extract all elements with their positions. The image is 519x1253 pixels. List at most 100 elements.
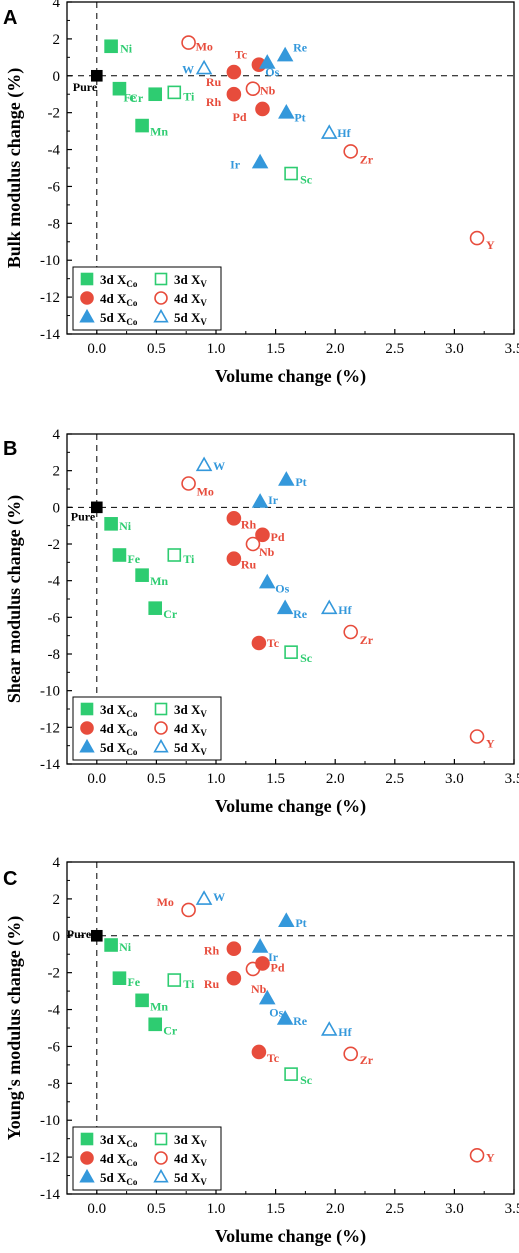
legend-marker (79, 738, 95, 753)
data-point-ru (226, 970, 242, 986)
data-point-ni (104, 39, 118, 54)
y-tick-label: -8 (48, 1076, 61, 1092)
y-tick-label: 0 (53, 69, 61, 85)
data-label-ti: Ti (183, 552, 195, 566)
x-axis-title: Volume change (%) (215, 1226, 366, 1247)
data-point-rh (226, 511, 242, 526)
legend-label: 4d XCo (100, 291, 138, 308)
legend-x-symbol: X (114, 1151, 127, 1166)
legend-x-symbol: X (188, 1170, 201, 1185)
legend-subscript: V (200, 1158, 207, 1168)
legend-subscript: Co (126, 1158, 137, 1168)
data-label-rh: Rh (204, 944, 220, 958)
x-tick-label: 0.0 (87, 771, 106, 787)
data-label-ru: Ru (204, 977, 220, 991)
x-axis-title: Volume change (%) (215, 796, 366, 817)
legend-period: 5d (100, 310, 115, 325)
x-tick-label: 3.5 (505, 341, 519, 357)
data-point-zr (343, 624, 358, 640)
legend-marker (154, 291, 168, 305)
x-tick-label: 0.5 (147, 771, 166, 787)
data-point-sc (284, 166, 298, 181)
data-point-hf (320, 124, 338, 139)
x-tick-label: 1.0 (207, 341, 226, 357)
data-label-ti: Ti (183, 977, 195, 991)
data-point-hf (320, 599, 338, 615)
y-tick-label: -10 (40, 1113, 60, 1129)
legend-marker (80, 291, 94, 305)
legend-subscript: Co (126, 279, 137, 289)
data-point-pt (278, 471, 295, 486)
data-point-w (195, 59, 213, 75)
data-point-ti (167, 85, 182, 100)
data-label-fe: Fe (123, 91, 136, 105)
legend-label: 4d XV (174, 1151, 207, 1168)
data-point-mo (181, 35, 196, 50)
legend-subscript: V (200, 317, 207, 327)
legend-label: 5d XCo (100, 740, 138, 757)
data-point-re (276, 1010, 294, 1025)
data-point-rh (226, 941, 242, 956)
data-point-ti (167, 548, 182, 562)
legend-label: 4d XV (174, 291, 207, 308)
x-tick-label: 2.5 (385, 1201, 404, 1217)
y-tick-label: -14 (40, 1187, 60, 1203)
data-label-os: Os (269, 1005, 283, 1019)
data-point-mn (135, 993, 149, 1008)
data-point-nb (245, 536, 261, 552)
legend-label: 4d XV (174, 721, 207, 738)
legend-label: 3d XCo (100, 702, 138, 719)
data-point-sc (284, 1067, 298, 1081)
legend-period: 3d (174, 1132, 189, 1147)
data-point-re (276, 46, 294, 62)
data-label-pt: Pt (295, 475, 306, 489)
data-point-ru (226, 551, 242, 566)
legend-period: 3d (100, 702, 115, 717)
data-label-mn: Mn (150, 574, 168, 588)
y-tick-label: 0 (53, 929, 61, 945)
legend-x-symbol: X (114, 1132, 127, 1147)
data-label-pt: Pt (294, 111, 305, 125)
legend-x-symbol: X (188, 702, 201, 717)
y-tick-label: -12 (40, 290, 60, 306)
legend-marker (154, 702, 168, 716)
data-label-hf: Hf (338, 603, 352, 617)
legend-marker (80, 721, 94, 735)
x-tick-label: 0.0 (87, 341, 106, 357)
legend-subscript: V (200, 298, 207, 308)
x-tick-label: 1.0 (207, 771, 226, 787)
data-point-pure (91, 69, 103, 82)
data-label-ni: Ni (119, 940, 132, 954)
x-tick-label: 2.0 (326, 341, 345, 357)
data-label-cr: Cr (129, 91, 144, 105)
legend-period: 3d (174, 272, 189, 287)
legend-marker (153, 308, 169, 323)
legend-period: 4d (100, 291, 115, 306)
legend-x-symbol: X (114, 291, 127, 306)
x-tick-label: 2.0 (326, 1201, 345, 1217)
x-tick-label: 1.5 (266, 1201, 285, 1217)
x-tick-label: 0.0 (87, 1201, 106, 1217)
data-label-ir: Ir (230, 157, 241, 171)
panel-B: B 0.0 0.5 1.0 1.5 2.0 2.5 3.0 3.5 -14 -12 -10 -8 -6 -4… (3, 427, 519, 817)
data-point-ru (226, 64, 242, 80)
y-tick-label: -14 (40, 757, 60, 773)
y-axis-title: Bulk modulus change (%) (4, 68, 25, 269)
data-point-pd (255, 101, 270, 117)
panel-letter: B (3, 438, 17, 460)
data-label-pure: Pure (67, 927, 92, 941)
legend-x-symbol: X (188, 1132, 201, 1147)
data-point-pd (255, 527, 270, 543)
data-point-fe (112, 548, 127, 562)
data-label-w: W (213, 890, 225, 904)
data-label-fe: Fe (127, 975, 140, 989)
legend-period: 4d (174, 291, 189, 306)
legend-period: 4d (100, 721, 115, 736)
data-point-cr (148, 87, 163, 102)
legend-box (72, 266, 222, 331)
data-point-cr (148, 1017, 163, 1032)
x-tick-label: 3.5 (505, 1201, 519, 1217)
